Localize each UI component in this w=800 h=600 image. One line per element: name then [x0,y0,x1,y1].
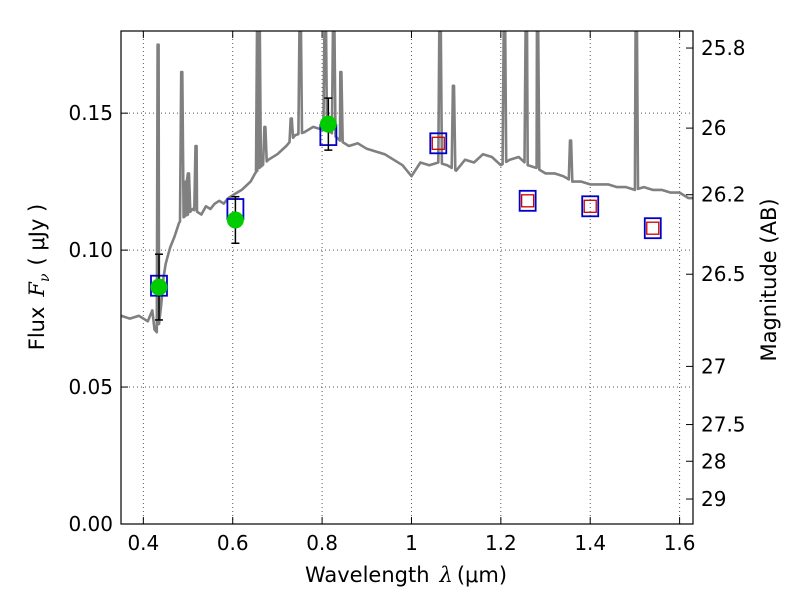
points-layer [150,97,662,321]
x-tick-label: 1.4 [574,531,606,555]
model-point [581,195,600,218]
mag-tick-label: 27 [701,354,726,378]
plot-frame [120,30,694,525]
data-layer [121,31,693,334]
y-tick-label: 0.05 [68,375,113,399]
observed-point [150,278,168,296]
model-point-inner [431,136,445,150]
x-tick-label: 1.2 [485,531,517,555]
model-point [429,132,448,155]
plot-area [121,31,693,524]
ticks: 0.4 0.6 0.8 1 1.2 1.4 1.6 0.00 0.05 0.10 0.15 25.8 2… [68,31,746,555]
model-point [643,217,662,240]
y-tick-label: 0.10 [68,238,113,262]
model-point-inner [521,194,535,208]
spectrum-line [121,31,693,334]
mag-tick-label: 26.2 [701,183,746,207]
mag-tick-label: 25.8 [701,36,746,60]
x-tick-label: 1 [405,531,418,555]
x-tick-label: 0.6 [217,531,249,555]
model-point-inner [646,221,660,235]
observed-point [226,211,244,229]
model-point [518,189,537,212]
x-tick-label: 1.6 [664,531,696,555]
mag-tick-label: 29 [701,487,726,511]
y-axis-label: FluxFν( μJy ) [25,204,53,350]
mag-tick-label: 26 [701,116,726,140]
y-tick-label: 0.00 [68,512,113,536]
mag-tick-label: 27.5 [701,413,746,437]
mag-tick-label: 26.5 [701,262,746,286]
model-point-inner [583,199,597,213]
x-tick-label: 0.8 [306,531,338,555]
y-tick-label: 0.15 [68,101,113,125]
x-axis-label: Wavelength λ (μm) [305,563,507,587]
y-axis-right-label: Magnitude (AB) [757,198,781,361]
mag-tick-label: 28 [701,449,726,473]
observed-point [319,115,337,133]
x-tick-label: 0.4 [127,531,159,555]
